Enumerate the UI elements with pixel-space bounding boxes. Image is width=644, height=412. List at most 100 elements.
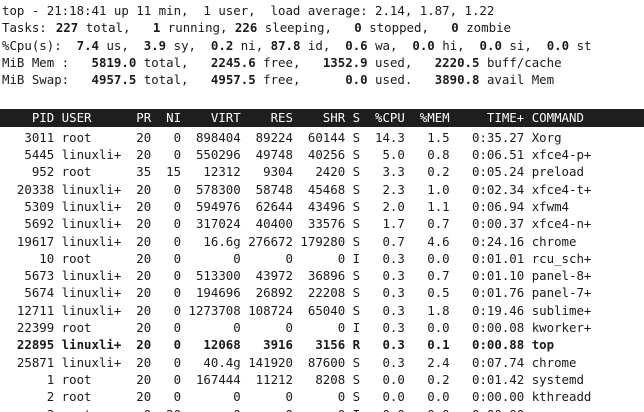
process-pr: 35	[121, 164, 152, 180]
process-ni: 0	[151, 233, 182, 249]
process-row[interactable]: 20338 linuxli+ 20 0 578300 58748 45468 S…	[2, 181, 644, 198]
process-cpu: 1.7	[360, 216, 405, 232]
process-virt: 513300	[181, 268, 241, 284]
process-user: linuxli+	[54, 302, 122, 318]
process-cmd: xfce4-t+	[524, 181, 592, 197]
swap-free: 4957.5	[210, 72, 256, 88]
process-s: S	[345, 354, 361, 370]
column-header-s[interactable]: S	[345, 109, 361, 125]
process-pr: 20	[121, 371, 152, 387]
process-cmd: panel-7+	[524, 285, 592, 301]
column-header-res[interactable]: RES	[240, 109, 293, 125]
tasks-zombie: 0	[451, 20, 459, 36]
column-header-virt[interactable]: VIRT	[181, 109, 241, 125]
process-virt: 16.6g	[181, 233, 241, 249]
process-table-header: PID USER PR NI VIRT RES SHR S %CPU %MEM …	[0, 108, 644, 127]
process-ni: 0	[151, 216, 182, 232]
process-row[interactable]: 19617 linuxli+ 20 0 16.6g 276672 179280 …	[2, 233, 644, 250]
process-row[interactable]: 952 root 35 15 12312 9304 2420 S 3.3 0.2…	[2, 163, 644, 180]
process-mem: 0.5	[404, 285, 450, 301]
process-res: 40400	[240, 216, 293, 232]
process-pid: 22399	[2, 320, 55, 336]
process-pr: 20	[121, 285, 152, 301]
process-cpu: 0.3	[360, 250, 405, 266]
process-row[interactable]: 22399 root 20 0 0 0 0 I 0.3 0.0 0:00.08 …	[2, 319, 644, 336]
process-shr: 2420	[292, 164, 346, 180]
cpu-hi: 0.0	[412, 37, 435, 53]
process-pid: 3	[2, 407, 54, 412]
process-cpu: 0.3	[360, 320, 405, 336]
mem-total: 5819.0	[91, 54, 137, 70]
process-cmd: chrome	[524, 354, 592, 370]
column-header-shr[interactable]: SHR	[292, 109, 346, 125]
process-pr: 20	[121, 320, 152, 336]
process-row[interactable]: 5309 linuxli+ 20 0 594976 62644 43496 S …	[2, 198, 644, 215]
cpu-line: %Cpu(s): 7.4 us, 3.9 sy, 0.2 ni, 87.8 id…	[2, 37, 592, 53]
process-res: 9304	[240, 164, 293, 180]
process-shr: 8208	[292, 371, 346, 387]
process-cmd: sublime+	[524, 302, 592, 318]
column-header-pid[interactable]: PID	[2, 109, 55, 125]
process-row[interactable]: 5692 linuxli+ 20 0 317024 40400 33576 S …	[2, 215, 644, 232]
process-s: S	[345, 268, 361, 284]
process-s: S	[345, 181, 361, 197]
tasks-total: 227	[55, 20, 79, 36]
process-mem: 2.4	[404, 354, 450, 370]
process-row[interactable]: 5674 linuxli+ 20 0 194696 26892 22208 S …	[2, 284, 644, 301]
process-user: linuxli+	[54, 233, 122, 249]
process-row[interactable]: 25871 linuxli+ 20 0 40.4g 141920 87600 S…	[2, 354, 644, 371]
process-mem: 4.6	[404, 233, 450, 249]
process-time: 0:19.46	[449, 302, 525, 318]
process-cpu: 0.7	[360, 233, 405, 249]
process-cpu: 0.3	[360, 285, 405, 301]
column-header-time[interactable]: TIME+	[449, 109, 525, 125]
process-user: linuxli+	[54, 181, 122, 197]
swap-avail: 3890.8	[434, 72, 480, 88]
process-ni: 15	[151, 164, 182, 180]
process-virt: 194696	[181, 285, 241, 301]
process-shr: 60144	[292, 129, 346, 145]
process-res: 108724	[240, 302, 293, 318]
process-mem: 0.0	[404, 250, 450, 266]
process-user: root	[54, 371, 122, 387]
process-ni: 0	[151, 285, 182, 301]
process-res: 0	[240, 389, 293, 405]
process-virt: 12068	[181, 337, 241, 353]
process-virt: 40.4g	[181, 354, 241, 370]
process-s: I	[345, 250, 361, 266]
process-user: linuxli+	[54, 354, 122, 370]
process-row[interactable]: 10 root 20 0 0 0 0 I 0.3 0.0 0:01.01 rcu…	[2, 250, 644, 267]
process-cmd: xfce4-p+	[524, 147, 592, 163]
column-header-pr[interactable]: PR	[121, 109, 152, 125]
process-pr: 20	[121, 354, 152, 370]
process-row[interactable]: 22895 linuxli+ 20 0 12068 3916 3156 R 0.…	[2, 336, 644, 353]
process-row[interactable]: 2 root 20 0 0 0 0 S 0.0 0.0 0:00.00 kthr…	[2, 388, 644, 405]
process-row[interactable]: 12711 linuxli+ 20 0 1273708 108724 65040…	[2, 302, 644, 319]
process-row[interactable]: 1 root 20 0 167444 11212 8208 S 0.0 0.2 …	[2, 371, 644, 388]
process-ni: 0	[151, 198, 182, 214]
column-header-ni[interactable]: NI	[151, 109, 182, 125]
process-table: 3011 root 20 0 898404 89224 60144 S 14.3…	[2, 129, 644, 412]
process-user: root	[54, 407, 121, 412]
process-row[interactable]: 3 root 0 -20 0 0 0 I 0.0 0.0 0:00.00 rcu…	[2, 406, 644, 412]
column-header-user[interactable]: USER	[54, 109, 122, 125]
column-header-mem[interactable]: %MEM	[404, 109, 450, 125]
process-cpu: 3.3	[360, 164, 405, 180]
process-mem: 0.0	[404, 320, 450, 336]
process-shr: 0	[292, 250, 346, 266]
process-ni: 0	[151, 129, 182, 145]
column-header-command[interactable]: COMMAND	[524, 109, 592, 125]
process-ni: 0	[151, 302, 182, 318]
process-row[interactable]: 5445 linuxli+ 20 0 550296 49748 40256 S …	[2, 146, 644, 163]
process-mem: 1.0	[404, 181, 450, 197]
process-res: 58748	[240, 181, 293, 197]
process-row[interactable]: 3011 root 20 0 898404 89224 60144 S 14.3…	[2, 129, 644, 146]
process-row[interactable]: 5673 linuxli+ 20 0 513300 43972 36896 S …	[2, 267, 644, 284]
process-pr: 20	[121, 198, 152, 214]
process-shr: 22208	[292, 285, 346, 301]
column-header-cpu[interactable]: %CPU	[360, 109, 405, 125]
process-pr: 0	[121, 407, 151, 412]
process-ni: 0	[151, 268, 182, 284]
process-cpu: 0.3	[360, 337, 405, 353]
